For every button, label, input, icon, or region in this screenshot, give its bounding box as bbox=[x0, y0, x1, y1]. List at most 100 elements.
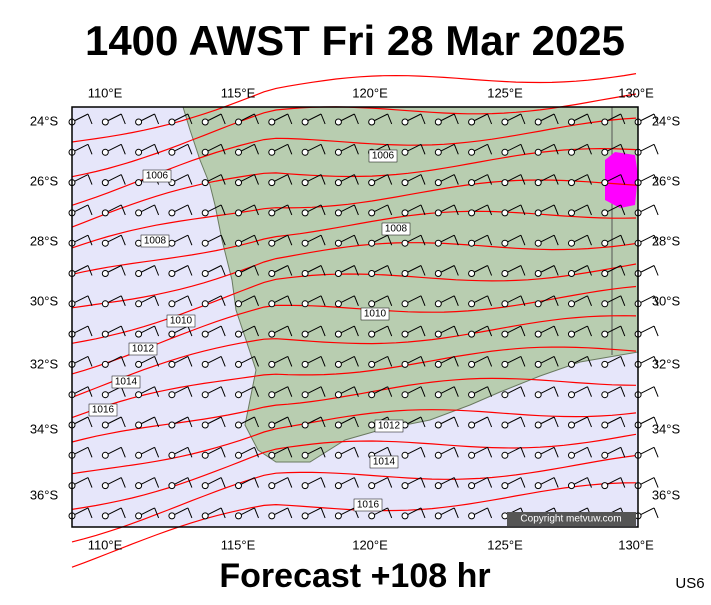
barb-station bbox=[235, 482, 242, 490]
barb-station bbox=[468, 421, 476, 429]
forecast-label: Forecast +108 hr bbox=[219, 557, 490, 595]
barb-station bbox=[135, 391, 143, 399]
barb-feather bbox=[453, 265, 459, 276]
barb-feather bbox=[87, 386, 93, 397]
barb-station bbox=[334, 300, 342, 308]
barb-feather bbox=[520, 174, 526, 185]
barb-feather bbox=[120, 174, 126, 185]
barb-station bbox=[168, 391, 176, 399]
barb-station bbox=[334, 209, 342, 217]
barb-station bbox=[235, 512, 242, 520]
barb-station bbox=[501, 270, 509, 277]
barb-feather bbox=[553, 235, 559, 246]
barb-station bbox=[534, 421, 542, 429]
barb-station bbox=[235, 209, 242, 217]
lat-label-left: 32°S bbox=[30, 356, 59, 371]
barb-feather bbox=[420, 265, 426, 276]
barb-feather bbox=[320, 477, 326, 488]
lat-label-right: 34°S bbox=[652, 421, 681, 436]
barb-station bbox=[101, 270, 109, 277]
barb-feather bbox=[87, 265, 93, 276]
barb-feather bbox=[120, 507, 126, 519]
barb-station bbox=[401, 179, 409, 187]
barb-station bbox=[601, 209, 609, 217]
barb-station bbox=[334, 118, 342, 126]
barb-station bbox=[168, 209, 176, 217]
barb-feather bbox=[487, 325, 493, 337]
barb-feather bbox=[653, 113, 659, 125]
isobar-label-box bbox=[360, 307, 390, 321]
barb-feather bbox=[187, 507, 193, 519]
barb-feather bbox=[587, 174, 592, 185]
barb-station bbox=[568, 391, 575, 399]
barb-feather bbox=[420, 204, 426, 216]
barb-feather bbox=[154, 265, 160, 276]
barb-station bbox=[468, 512, 476, 520]
barb-station bbox=[168, 512, 176, 520]
barb-station bbox=[334, 330, 342, 338]
isobar-label-box bbox=[111, 375, 141, 389]
barb-feather bbox=[353, 447, 359, 458]
barb-station bbox=[301, 512, 309, 520]
isobar-label: 1014 bbox=[373, 457, 396, 468]
barb-station bbox=[568, 239, 575, 247]
barb-station bbox=[434, 482, 442, 490]
barb-feather bbox=[187, 447, 193, 458]
barb-station bbox=[334, 421, 342, 429]
lon-label-bottom: 120°E bbox=[352, 537, 388, 552]
barb-station bbox=[268, 209, 276, 217]
barb-feather bbox=[387, 295, 393, 306]
barb-feather bbox=[520, 477, 526, 488]
barb-station bbox=[534, 179, 542, 187]
barb-feather bbox=[587, 295, 592, 306]
barb-station bbox=[268, 360, 276, 368]
barb-station bbox=[135, 239, 143, 247]
barb-station bbox=[301, 482, 309, 490]
title: 1400 AWST Fri 28 Mar 2025 bbox=[85, 17, 625, 64]
barb-station bbox=[201, 451, 209, 459]
isobar bbox=[71, 73, 637, 143]
isobar-label: 1016 bbox=[92, 405, 115, 416]
barb-feather bbox=[520, 113, 526, 125]
barb-station bbox=[601, 451, 609, 459]
barb-station bbox=[201, 148, 209, 156]
barb-station bbox=[601, 482, 609, 490]
barb-feather bbox=[320, 295, 326, 306]
barb-feather bbox=[220, 477, 226, 488]
lon-label-bottom: 130°E bbox=[618, 537, 654, 552]
product-code: US6 bbox=[675, 575, 704, 592]
barb-station bbox=[135, 421, 143, 429]
barb-feather bbox=[187, 295, 193, 306]
barb-feather bbox=[453, 235, 459, 246]
barb-station bbox=[534, 360, 542, 368]
barb-feather bbox=[154, 113, 160, 125]
barb-station bbox=[101, 451, 109, 459]
barb-feather bbox=[287, 204, 293, 216]
barb-feather bbox=[587, 447, 592, 458]
barb-station bbox=[334, 239, 342, 247]
barb-station bbox=[568, 482, 575, 490]
barb-station bbox=[201, 482, 209, 490]
barb-station bbox=[468, 451, 476, 459]
barb-station bbox=[168, 239, 176, 247]
barb-station bbox=[235, 451, 242, 459]
isobar-label: 1014 bbox=[115, 377, 138, 388]
barb-feather bbox=[553, 204, 559, 216]
barb-feather bbox=[653, 416, 659, 428]
barb-feather bbox=[553, 386, 559, 397]
credit-box bbox=[507, 512, 636, 526]
barb-feather bbox=[653, 507, 659, 519]
barb-station bbox=[235, 239, 242, 247]
barb-station bbox=[101, 118, 109, 126]
barb-feather bbox=[287, 477, 293, 488]
barb-station bbox=[168, 482, 176, 490]
barb-station bbox=[501, 300, 509, 308]
barb-station bbox=[368, 421, 376, 429]
barb-station bbox=[235, 360, 242, 368]
barb-station bbox=[235, 300, 242, 308]
barb-station bbox=[268, 300, 276, 308]
isobar bbox=[71, 433, 637, 510]
barb-feather bbox=[653, 204, 659, 216]
wind-barbs bbox=[68, 113, 659, 520]
isobar-label-box bbox=[142, 169, 172, 183]
